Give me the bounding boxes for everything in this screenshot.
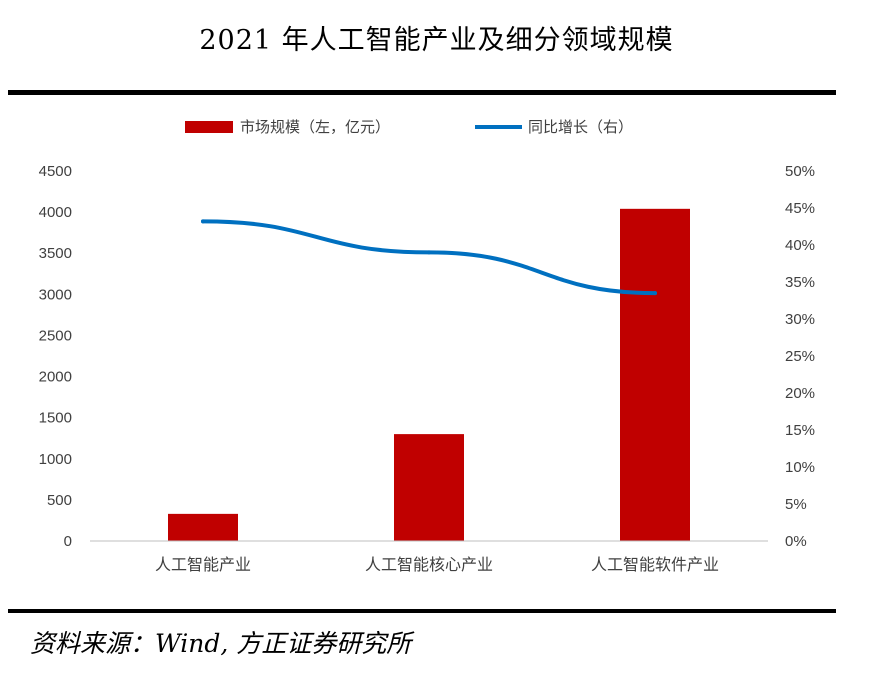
chart: 市场规模（左，亿元） 同比增长（右） 0 500 1000 1500 2000 2500 3… — [39, 118, 815, 574]
left-axis-tick-label: 2000 — [39, 369, 72, 386]
right-axis-tick-label: 15% — [785, 422, 815, 439]
left-axis-tick-label: 1000 — [39, 451, 72, 468]
right-axis-tick-label: 45% — [785, 200, 815, 217]
growth-point-3 — [653, 291, 657, 296]
right-axis-tick-label: 35% — [785, 274, 815, 291]
bar-2 — [394, 434, 464, 541]
bottom-rule — [8, 609, 836, 613]
chart-title: 2021 年人工智能产业及细分领域规模 — [199, 25, 674, 56]
source-note: 资料来源：Wind, 方正证券研究所 — [30, 629, 412, 658]
left-axis-tick-label: 4500 — [39, 163, 72, 180]
plot-area: 0 500 1000 1500 2000 2500 3000 3500 4000 4500 0% 5%… — [39, 163, 815, 574]
growth-line — [201, 219, 657, 296]
left-axis-tick-label: 0 — [64, 533, 72, 550]
left-axis-tick-label: 4000 — [39, 204, 72, 221]
legend-label-line: 同比增长（右） — [528, 118, 633, 136]
legend-swatch-bar — [185, 121, 233, 133]
right-axis-tick-label: 0% — [785, 533, 807, 550]
right-axis-tick-label: 25% — [785, 348, 815, 365]
legend: 市场规模（左，亿元） 同比增长（右） — [185, 118, 633, 136]
left-axis-tick-label: 2500 — [39, 327, 72, 344]
category-label: 人工智能核心产业 — [365, 555, 493, 574]
left-axis-tick-label: 1500 — [39, 410, 72, 427]
right-axis-tick-label: 30% — [785, 311, 815, 328]
growth-point-2 — [427, 250, 431, 255]
top-rule — [8, 90, 836, 95]
left-axis-tick-label: 3500 — [39, 245, 72, 262]
right-axis-tick-label: 40% — [785, 237, 815, 254]
bar-1 — [168, 513, 238, 541]
bar-3 — [620, 208, 690, 542]
legend-label-bar: 市场规模（左，亿元） — [240, 118, 390, 136]
growth-point-1 — [201, 219, 205, 224]
category-label: 人工智能产业 — [155, 555, 251, 574]
left-axis-tick-label: 3000 — [39, 286, 72, 303]
right-axis-tick-label: 50% — [785, 163, 815, 180]
left-axis-tick-label: 500 — [47, 492, 72, 509]
category-label: 人工智能软件产业 — [591, 555, 719, 574]
right-axis-tick-label: 20% — [785, 385, 815, 402]
right-axis-tick-label: 10% — [785, 459, 815, 476]
right-axis-tick-label: 5% — [785, 496, 807, 513]
